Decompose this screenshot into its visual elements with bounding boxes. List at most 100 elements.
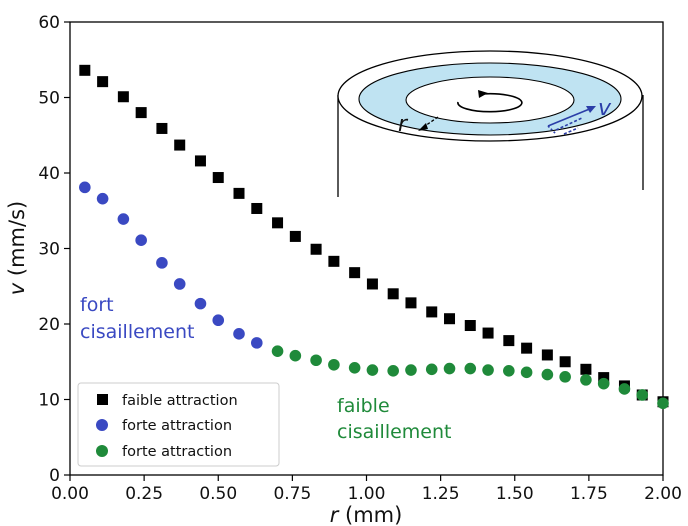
data-point-series-1 <box>289 230 301 242</box>
data-point-series-2 <box>117 213 130 225</box>
data-point-series-1 <box>233 187 245 199</box>
data-point-series-3 <box>482 364 494 376</box>
data-point-series-3 <box>405 364 417 376</box>
data-point-series-1 <box>328 255 340 267</box>
inset-velocity-arrowhead-icon <box>586 106 596 113</box>
data-point-series-3 <box>580 374 592 386</box>
x-tick-label: 0.50 <box>199 484 237 504</box>
legend-entry-2: forte attraction <box>122 418 232 434</box>
data-point-series-1 <box>174 139 186 151</box>
y-tick-label: 10 <box>38 391 60 411</box>
data-point-series-2 <box>96 192 109 205</box>
data-point-series-3 <box>503 365 515 377</box>
x-axis-unit: (mm) <box>338 503 402 526</box>
y-tick-label: 30 <box>38 240 60 260</box>
data-point-series-3 <box>443 362 456 375</box>
data-point-series-1 <box>464 320 476 332</box>
data-point-series-1 <box>444 313 456 325</box>
y-axis-label: v (mm/s) <box>5 201 29 295</box>
data-point-series-1 <box>559 356 571 368</box>
annotation-weak-shear: faible cisaillement <box>337 395 451 443</box>
data-point-series-1 <box>598 372 610 384</box>
data-point-series-1 <box>97 76 109 88</box>
data-point-series-2 <box>173 278 186 290</box>
inset-velocity-arrows <box>547 107 593 135</box>
x-tick-label: 2.00 <box>644 484 682 504</box>
x-axis-label: r (mm) <box>330 503 403 526</box>
data-point-series-1 <box>79 64 91 76</box>
x-tick-label: 0.00 <box>51 484 89 504</box>
annotation-weak-shear-line-2: cisaillement <box>337 421 451 443</box>
data-point-series-1 <box>194 155 206 167</box>
x-tick-label: 0.25 <box>125 484 163 504</box>
data-point-series-1 <box>117 91 129 103</box>
legend-marker-square <box>97 394 108 405</box>
y-tick-label: 50 <box>38 89 60 109</box>
data-point-series-3 <box>618 383 631 395</box>
y-tick-label: 20 <box>38 315 60 335</box>
legend-entry-3: forte attraction <box>122 444 232 460</box>
data-point-series-3 <box>328 358 340 371</box>
data-point-series-3 <box>597 377 610 390</box>
data-point-series-1 <box>521 342 533 354</box>
data-point-series-1 <box>156 122 168 134</box>
data-point-series-3 <box>348 361 361 374</box>
annotation-weak-shear-line-1: faible <box>337 395 390 417</box>
axis-ticks: 0.00 0.25 0.50 0.75 1.00 1.25 1.50 1.75 2.00 0 10 2… <box>38 13 682 504</box>
inset-label-r: r <box>398 112 409 137</box>
data-point-series-3 <box>541 368 554 381</box>
data-point-series-2 <box>194 297 207 310</box>
legend-marker-blue-circle <box>96 419 108 431</box>
y-axis-unit: (mm/s) <box>5 201 29 283</box>
y-tick-label: 60 <box>38 13 60 33</box>
data-point-series-2 <box>156 257 168 269</box>
inset-diagram: r v <box>337 50 644 197</box>
data-point-series-1 <box>366 278 378 290</box>
data-point-series-1 <box>426 306 438 318</box>
data-point-series-1 <box>310 243 322 255</box>
x-tick-label: 1.75 <box>570 484 608 504</box>
legend-box <box>77 382 280 467</box>
data-point-series-1 <box>580 363 592 375</box>
data-point-series-1 <box>387 288 399 300</box>
data-point-series-1 <box>503 335 515 347</box>
x-axis-variable: r <box>330 503 340 526</box>
inset-radius-arrowhead-icon <box>418 123 428 131</box>
annotation-strong-shear: fort cisaillement <box>80 294 194 343</box>
x-tick-label: 0.75 <box>273 484 311 504</box>
annotation-strong-shear-line-1: fort <box>80 294 114 316</box>
data-point-series-3 <box>387 365 399 377</box>
x-tick-label: 1.50 <box>496 484 534 504</box>
data-point-series-3 <box>271 345 284 357</box>
y-tick-label: 40 <box>38 164 60 184</box>
data-point-series-3 <box>310 354 322 367</box>
data-point-series-3 <box>636 389 649 401</box>
legend-entry-1: faible attraction <box>122 393 238 409</box>
y-axis-variable: v <box>5 282 29 295</box>
data-point-series-2 <box>250 337 263 349</box>
data-point-series-3 <box>425 363 438 376</box>
x-tick-label: 1.25 <box>422 484 460 504</box>
data-point-series-2 <box>135 234 147 246</box>
data-point-series-1 <box>541 349 553 361</box>
data-point-series-3 <box>559 371 571 383</box>
data-point-series-3 <box>289 349 302 362</box>
data-point-series-3 <box>366 364 379 376</box>
data-point-series-1 <box>251 202 263 214</box>
data-point-series-3 <box>464 362 477 375</box>
data-point-series-2 <box>212 314 225 327</box>
data-point-series-1 <box>135 107 147 119</box>
data-point-series-1 <box>272 217 284 229</box>
data-point-series-1 <box>482 327 494 339</box>
x-tick-label: 1.00 <box>348 484 386 504</box>
inset-inner-core <box>405 76 575 124</box>
annotation-strong-shear-line-2: cisaillement <box>80 321 194 343</box>
data-point-series-3 <box>657 397 669 410</box>
data-point-series-1 <box>349 267 361 279</box>
legend: faible attraction forte attraction forte… <box>77 382 280 467</box>
inset-rotation-arrow <box>457 92 523 113</box>
data-point-series-3 <box>520 366 533 379</box>
data-point-series-2 <box>79 181 91 194</box>
inset-rotation-arrowhead-icon <box>478 90 488 98</box>
